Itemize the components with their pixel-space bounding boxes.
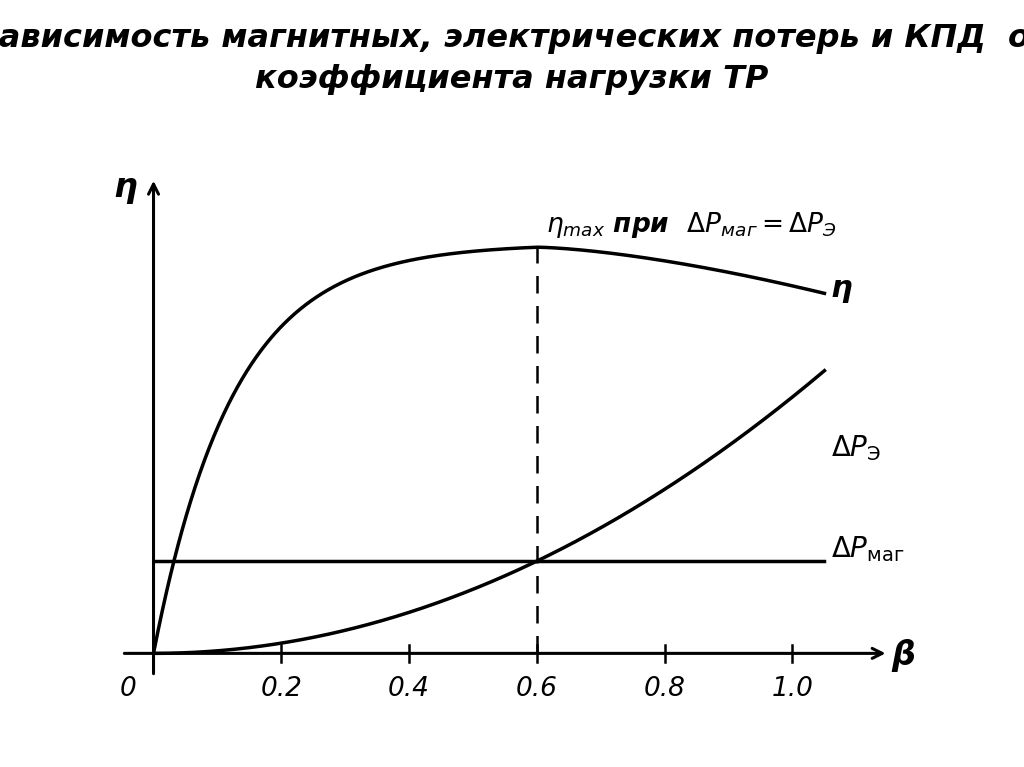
Text: $\Delta P_{\mathsf{Э}}$: $\Delta P_{\mathsf{Э}}$ xyxy=(830,433,881,463)
Text: 0.8: 0.8 xyxy=(644,676,686,703)
Text: 0.4: 0.4 xyxy=(388,676,430,703)
Text: 0: 0 xyxy=(120,676,136,703)
Text: 0.2: 0.2 xyxy=(260,676,302,703)
Text: η: η xyxy=(113,171,136,204)
Text: 1.0: 1.0 xyxy=(771,676,813,703)
Text: Зависимость магнитных, электрических потерь и КПД  от
коэффициента нагрузки ТР: Зависимость магнитных, электрических пот… xyxy=(0,23,1024,94)
Text: $\Delta P_{\mathsf{маг}}$: $\Delta P_{\mathsf{маг}}$ xyxy=(830,535,904,565)
Text: β: β xyxy=(892,639,915,672)
Text: 0.6: 0.6 xyxy=(516,676,558,703)
Text: $\eta_{max}$ при  $\Delta P_{маг}$$=\Delta P_{Э}$: $\eta_{max}$ при $\Delta P_{маг}$$=\Delt… xyxy=(547,210,838,240)
Text: η: η xyxy=(830,275,853,303)
